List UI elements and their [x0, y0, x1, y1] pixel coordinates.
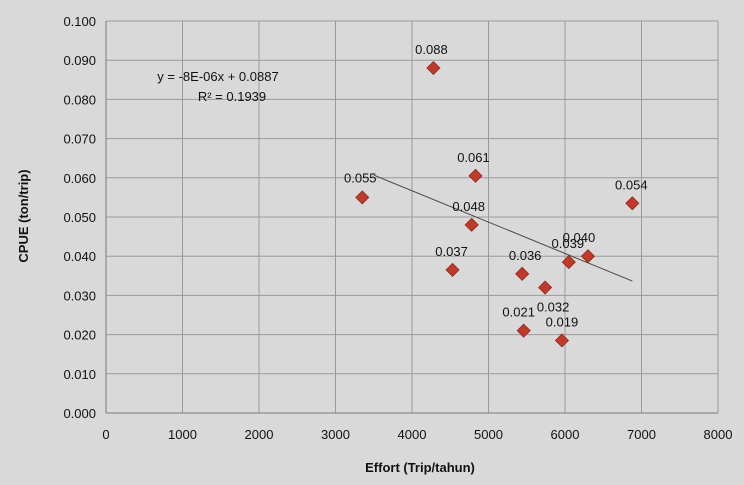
data-label: 0.039 — [552, 236, 585, 251]
data-point-marker — [355, 190, 370, 205]
data-label: 0.036 — [509, 248, 542, 263]
x-tick-label: 5000 — [474, 427, 503, 442]
x-tick-label: 0 — [102, 427, 109, 442]
data-label: 0.055 — [344, 170, 377, 185]
data-label: 0.088 — [415, 42, 448, 57]
x-tick-label: 8000 — [704, 427, 733, 442]
y-tick-label: 0.020 — [63, 328, 96, 343]
data-label: 0.054 — [615, 177, 648, 192]
trendline-equation: y = -8E-06x + 0.0887 — [157, 69, 278, 84]
r-squared-label: R² = 0.1939 — [198, 89, 266, 104]
x-tick-label: 3000 — [321, 427, 350, 442]
data-point-marker — [516, 323, 531, 338]
y-tick-label: 0.070 — [63, 132, 96, 147]
y-tick-label: 0.010 — [63, 367, 96, 382]
data-label: 0.037 — [435, 244, 468, 259]
data-point-marker — [426, 60, 441, 76]
data-point-marker — [561, 255, 576, 270]
x-tick-label: 2000 — [245, 427, 274, 442]
y-tick-label: 0.100 — [63, 14, 96, 29]
data-label: 0.048 — [452, 199, 485, 214]
data-point-marker — [554, 333, 570, 348]
y-tick-label: 0.050 — [63, 210, 96, 225]
data-points — [355, 60, 640, 348]
x-tick-label: 1000 — [168, 427, 197, 442]
y-tick-label: 0.000 — [63, 406, 96, 421]
y-tick-label: 0.030 — [63, 288, 96, 303]
x-axis-title: Effort (Trip/tahun) — [365, 460, 475, 475]
data-labels: 0.055 0.088 0.061 0.048 0.037 0.036 0.021 0.032… — [344, 42, 648, 329]
axes: 0.000 0.010 0.020 0.030 0.040 0.050 0.060 0.070… — [63, 14, 732, 442]
data-point-marker — [625, 196, 640, 211]
data-point-marker — [445, 262, 460, 277]
x-tick-label: 6000 — [551, 427, 580, 442]
y-tick-label: 0.080 — [63, 92, 96, 107]
data-label: 0.021 — [502, 305, 535, 320]
data-point-marker — [515, 266, 530, 281]
data-label: 0.019 — [546, 314, 579, 329]
gridlines — [106, 20, 719, 413]
x-tick-label: 7000 — [627, 427, 656, 442]
data-point-marker — [468, 168, 483, 183]
data-point-marker — [464, 217, 479, 232]
data-point-marker — [580, 249, 596, 264]
y-tick-label: 0.040 — [63, 249, 96, 264]
y-tick-label: 0.060 — [63, 171, 96, 186]
data-point-marker — [538, 280, 553, 295]
trendline-layer — [373, 174, 633, 282]
y-axis-title: CPUE (ton/trip) — [16, 169, 31, 262]
y-tick-label: 0.090 — [63, 53, 96, 68]
x-tick-label: 4000 — [398, 427, 427, 442]
trendline — [373, 174, 633, 282]
data-label: 0.040 — [563, 230, 596, 245]
data-label: 0.032 — [537, 300, 570, 315]
data-label: 0.061 — [457, 150, 490, 165]
